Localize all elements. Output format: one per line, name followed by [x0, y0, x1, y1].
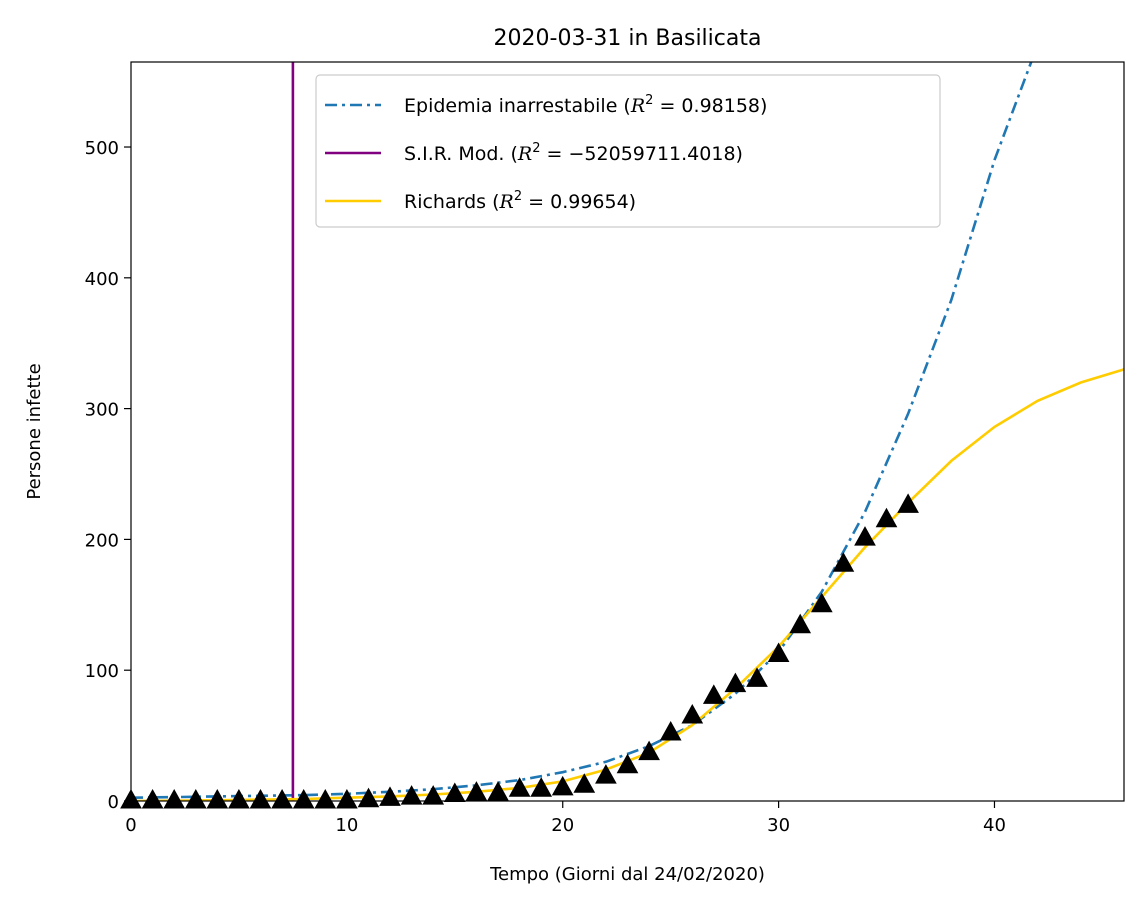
data-point: [638, 740, 660, 761]
data-point: [530, 777, 553, 797]
data-point: [875, 507, 898, 528]
legend-label: Epidemia inarrestabile (R2 = 0.98158): [404, 93, 767, 117]
data-point: [897, 493, 919, 513]
data-point: [508, 777, 531, 797]
y-tick-label: 500: [85, 138, 119, 159]
data-point: [810, 592, 833, 613]
legend-box: [315, 74, 941, 228]
y-tick-label: 100: [85, 661, 119, 682]
data-point: [551, 775, 574, 796]
data-point: [746, 667, 768, 687]
marker-layer: [120, 493, 919, 809]
data-point: [789, 613, 812, 634]
data-point: [595, 764, 617, 784]
data-point: [206, 788, 229, 809]
data-point: [249, 788, 272, 809]
data-point: [854, 526, 876, 546]
data-point: [702, 684, 725, 704]
x-tick-label: 40: [983, 815, 1006, 836]
x-tick-label: 30: [767, 815, 790, 836]
data-point: [573, 773, 596, 793]
data-point: [659, 720, 682, 741]
x-tick-label: 10: [335, 815, 358, 836]
y-tick-label: 0: [108, 792, 119, 813]
data-point: [314, 788, 337, 809]
data-point: [141, 788, 164, 809]
data-point: [184, 788, 207, 809]
data-point: [832, 552, 855, 572]
plot-border: [130, 61, 1125, 802]
data-point: [228, 788, 250, 809]
x-tick-label: 0: [125, 815, 136, 836]
data-point: [681, 703, 704, 724]
chart-title: 2020-03-31 in Basilicata: [494, 26, 762, 51]
data-point: [271, 788, 293, 809]
legend-label: S.I.R. Mod. (R2 = −52059711.4018): [404, 141, 743, 165]
data-point: [400, 785, 423, 805]
data-point: [616, 753, 639, 774]
data-point: [292, 788, 315, 809]
data-point: [357, 787, 380, 808]
data-point: [487, 781, 509, 801]
legend: Epidemia inarrestabile (R2 = 0.98158) S.I…: [315, 74, 941, 228]
y-axis-label: Persone infette: [24, 363, 45, 499]
data-point: [163, 788, 186, 809]
y-tick-label: 300: [85, 400, 119, 421]
legend-label: Richards (R2 = 0.99654): [404, 189, 636, 213]
x-tick-label: 20: [551, 815, 574, 836]
y-tick-label: 200: [85, 530, 119, 551]
data-point: [767, 642, 790, 662]
y-tick-label: 400: [85, 269, 119, 290]
data-point: [724, 672, 747, 693]
data-point: [465, 781, 488, 801]
x-axis-label: Tempo (Giorni dal 24/02/2020): [489, 864, 765, 885]
data-point: [422, 785, 445, 805]
